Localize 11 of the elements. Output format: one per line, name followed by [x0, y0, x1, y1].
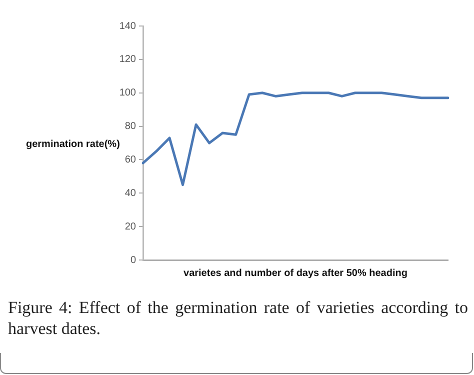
x-axis-title: varietes and number of days after 50% heading: [182, 268, 408, 279]
y-tick-label: 120: [119, 54, 136, 66]
y-axis-title: germination rate(%): [26, 139, 120, 150]
y-tick-label: 100: [119, 88, 136, 99]
y-tick-label: 40: [124, 188, 136, 199]
y-tick-label: 60: [124, 154, 136, 166]
y-tick-label: 0: [130, 254, 136, 266]
y-tick-label: 140: [119, 20, 136, 32]
y-tick-label: 80: [124, 121, 136, 132]
y-tick-label: 20: [124, 221, 136, 232]
caption: Figure 4: Effect of the germination rate of varieties according to harvest dates.: [8, 297, 468, 339]
